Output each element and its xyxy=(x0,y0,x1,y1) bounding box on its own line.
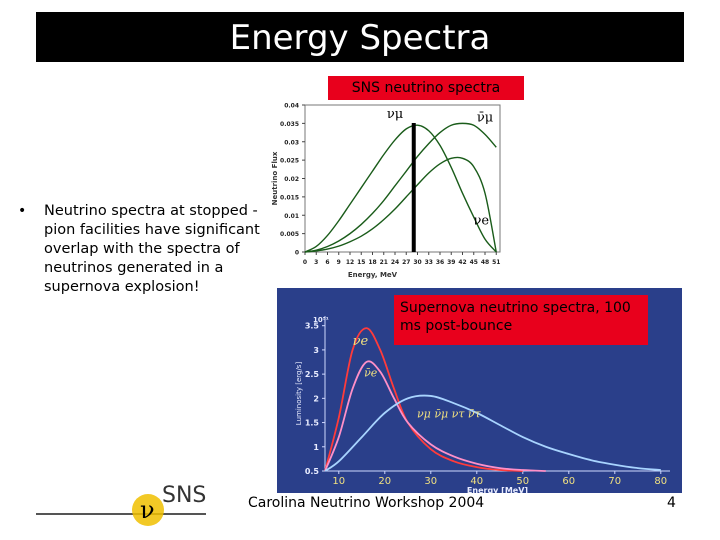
sns-x-axis-label: Energy, MeV xyxy=(348,271,398,279)
sn-x-tick-label: 20 xyxy=(378,476,391,487)
sn-y-tick-label: 1 xyxy=(313,443,319,452)
sns-series-line-2 xyxy=(304,156,497,253)
footer-text: Carolina Neutrino Workshop 2004 xyxy=(248,495,485,511)
sn-y-axis-label: Luminosity [erg/s] xyxy=(295,362,303,426)
sn-x-tick-label: 80 xyxy=(654,476,667,487)
sn-y-tick-label: 2.5 xyxy=(305,370,320,379)
sns-x-tick-label: 15 xyxy=(357,259,365,266)
sns-y-tick-label: 0.04 xyxy=(284,103,299,110)
page-number: 4 xyxy=(667,495,676,511)
logo-orb xyxy=(132,494,164,526)
logo-symbol: ν xyxy=(140,496,155,524)
sns-y-tick-label: 0.03 xyxy=(284,139,299,146)
sn-x-axis-label: Energy [MeV] xyxy=(467,486,528,493)
sns-y-tick-label: 0.01 xyxy=(284,213,299,220)
sns-x-tick-label: 21 xyxy=(380,259,388,266)
logo-text: SNS xyxy=(162,483,206,508)
sns-x-tick-label: 33 xyxy=(425,259,433,266)
sns-series-line-0 xyxy=(304,124,497,253)
sns-legend-numu: νμ xyxy=(387,107,403,122)
sns-x-tick-label: 36 xyxy=(436,259,444,266)
sn-x-tick-label: 70 xyxy=(608,476,621,487)
sn-y-tick-label: 3.5 xyxy=(305,322,320,331)
sns-x-tick-label: 0 xyxy=(303,259,307,266)
bullet-text: Neutrino spectra at stopped -pion facili… xyxy=(44,203,260,295)
sns-y-axis-label: Neutrino Flux xyxy=(271,151,279,205)
slide-title: Energy Spectra xyxy=(36,12,684,62)
sn-legend-nuebar: ν̄e xyxy=(364,367,378,380)
sn-x-tick-label: 10 xyxy=(332,476,345,487)
sns-x-tick-label: 3 xyxy=(314,259,318,266)
sns-x-tick-label: 51 xyxy=(492,259,500,266)
sns-x-tick-label: 42 xyxy=(458,259,466,266)
sn-y-tick-label: 3 xyxy=(313,346,319,355)
sns-x-tick-label: 12 xyxy=(346,259,354,266)
sns-x-tick-label: 30 xyxy=(413,259,421,266)
sns-plot-area xyxy=(304,104,501,253)
sns-spectra-label: SNS neutrino spectra xyxy=(328,76,524,100)
sn-x-tick-label: 50 xyxy=(516,476,529,487)
sn-series-line-1 xyxy=(324,360,546,472)
sns-x-tick-label: 45 xyxy=(470,259,478,266)
sn-x-tick-label: 40 xyxy=(470,476,483,487)
sn-legend-numu-tau: νμ ν̄μ ντ ν̄τ xyxy=(417,408,482,421)
sns-legend-nue: νe xyxy=(473,213,489,228)
sn-series-line-0 xyxy=(324,327,523,472)
sn-y-tick-label: 0.5 xyxy=(305,467,320,476)
sn-series-line-2 xyxy=(324,394,661,472)
sns-y-tick-label: 0.015 xyxy=(280,194,299,201)
bullet-marker: • xyxy=(18,203,27,219)
sns-y-tick-label: 0.02 xyxy=(284,176,299,183)
sns-y-tick-label: 0.025 xyxy=(280,158,299,165)
sn-x-tick-label: 30 xyxy=(424,476,437,487)
sns-x-tick-label: 27 xyxy=(402,259,410,266)
supernova-spectra-label: Supernova neutrino spectra, 100 ms post-… xyxy=(394,295,648,345)
sns-y-tick-label: 0.005 xyxy=(280,231,299,238)
sns-series-line-1 xyxy=(304,122,497,253)
sn-y-scale-label: 10⁵¹ xyxy=(313,316,329,324)
sns-y-tick-label: 0.035 xyxy=(280,121,299,128)
sns-x-tick-label: 24 xyxy=(391,259,399,266)
sns-x-tick-label: 48 xyxy=(481,259,489,266)
sns-logo: ν SNS xyxy=(36,480,206,530)
sns-x-tick-label: 39 xyxy=(447,259,455,266)
sns-legend-numubar: ν̄μ xyxy=(477,111,493,126)
sn-legend-nue: νe xyxy=(353,334,369,349)
sns-x-tick-label: 18 xyxy=(368,259,376,266)
sn-y-tick-label: 2 xyxy=(313,394,319,403)
sn-y-tick-label: 1.5 xyxy=(305,419,320,428)
sns-y-tick-label: 0 xyxy=(295,250,299,257)
sns-x-tick-label: 9 xyxy=(337,259,341,266)
sns-x-tick-label: 6 xyxy=(325,259,329,266)
sn-x-tick-label: 60 xyxy=(562,476,575,487)
